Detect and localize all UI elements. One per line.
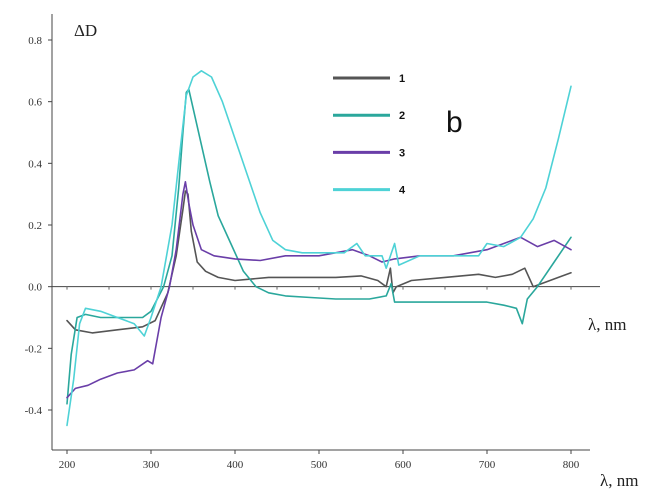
legend-label-2: 2 <box>399 110 405 122</box>
series-line-3 <box>66 181 572 399</box>
x-tick-label: 400 <box>227 459 244 471</box>
y-tick-label: 0.6 <box>28 97 42 109</box>
series-line-1 <box>66 190 572 334</box>
series-group <box>66 70 572 427</box>
y-ticks: -0.4 -0.2 0.0 0.2 0.4 0.6 0.8 <box>25 35 52 417</box>
y-tick-label: 0.2 <box>28 220 42 232</box>
y-tick-label: -0.2 <box>25 343 42 355</box>
series-line-2 <box>66 88 572 405</box>
y-tick-label: 0.8 <box>28 35 42 47</box>
x-tick-label: 300 <box>143 459 160 471</box>
legend-label-1: 1 <box>399 73 405 85</box>
x-axis-label-bottom: λ, nm <box>600 471 638 490</box>
series-line-4 <box>66 70 572 427</box>
y-tick-label: 0.0 <box>28 282 42 294</box>
x-axis-label-top: λ, nm <box>588 315 626 334</box>
x-tick-label: 700 <box>479 459 496 471</box>
legend: 1 2 3 4 <box>333 73 406 197</box>
x-ticks: 200 300 400 500 600 700 800 <box>59 286 580 471</box>
panel-label: b <box>446 106 463 139</box>
y-tick-label: 0.4 <box>28 158 42 170</box>
x-tick-label: 600 <box>395 459 412 471</box>
legend-label-4: 4 <box>399 185 406 197</box>
y-axis-label: ΔD <box>74 21 97 40</box>
y-tick-label: -0.4 <box>25 405 43 417</box>
x-tick-label: 200 <box>59 459 76 471</box>
x-tick-label: 800 <box>563 459 580 471</box>
legend-label-3: 3 <box>399 147 405 159</box>
x-tick-label: 500 <box>311 459 328 471</box>
